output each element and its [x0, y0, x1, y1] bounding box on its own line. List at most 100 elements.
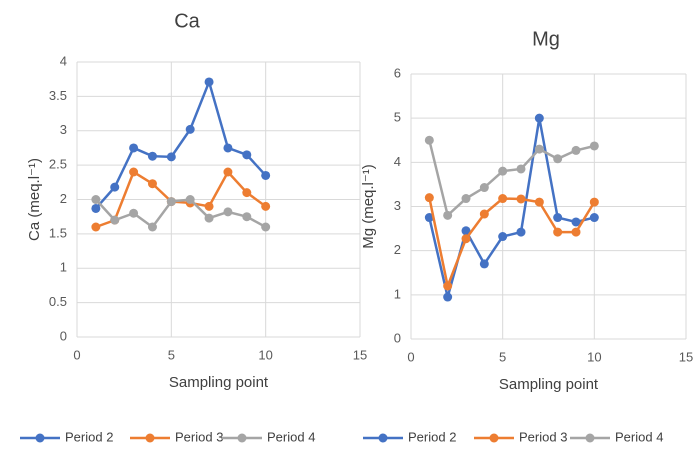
data-point: [223, 167, 233, 177]
legend-label: Period 4: [267, 429, 315, 444]
series-line: [428, 139, 595, 218]
x-tick-label: 15: [679, 349, 693, 364]
data-point: [516, 227, 526, 237]
y-tick-label: 0: [394, 330, 401, 345]
data-point: [479, 259, 489, 269]
legend-marker: [378, 433, 388, 443]
data-point: [110, 182, 120, 192]
y-tick-label: 0: [60, 328, 67, 343]
x-tick-label: 0: [73, 347, 80, 362]
data-point: [110, 215, 120, 225]
y-tick-label: 4: [394, 154, 401, 169]
data-point: [91, 222, 101, 232]
data-point: [147, 151, 157, 161]
legend-label: Period 3: [519, 429, 567, 444]
x-tick-label: 0: [407, 349, 414, 364]
data-point: [261, 222, 271, 232]
x-tick-label: 15: [353, 347, 367, 362]
data-point: [91, 203, 101, 213]
y-tick-label: 3: [60, 122, 67, 137]
series-line: [94, 198, 267, 229]
y-tick-label: 4: [60, 53, 67, 68]
x-tick-label: 5: [499, 349, 506, 364]
data-point: [479, 209, 489, 219]
legend-label: Period 3: [175, 429, 223, 444]
series-line: [94, 78, 267, 210]
data-point: [516, 164, 526, 174]
legend-label: Period 4: [615, 429, 663, 444]
data-point: [479, 183, 489, 193]
legend-label: Period 2: [408, 429, 456, 444]
data-point: [534, 197, 544, 207]
data-point: [223, 207, 233, 217]
legend-label: Period 2: [65, 429, 113, 444]
data-point: [424, 193, 434, 203]
legend-marker: [35, 433, 45, 443]
data-point: [553, 213, 563, 223]
legend-marker: [489, 433, 499, 443]
data-point: [461, 226, 471, 236]
y-tick-label: 6: [394, 65, 401, 80]
x-tick-label: 10: [258, 347, 272, 362]
data-point: [589, 141, 599, 151]
data-point: [185, 124, 195, 134]
data-point: [571, 217, 581, 227]
data-point: [534, 144, 544, 154]
data-point: [553, 227, 563, 237]
data-point: [516, 194, 526, 204]
data-point: [589, 197, 599, 207]
data-point: [204, 201, 214, 211]
data-point: [261, 170, 271, 180]
y-tick-label: 1: [394, 286, 401, 301]
data-point: [571, 145, 581, 155]
y-tick-label: 3.5: [49, 88, 67, 103]
y-axis-label: Ca (meq.l⁻¹): [26, 158, 43, 241]
chart-title: Mg: [532, 28, 560, 50]
data-point: [242, 150, 252, 160]
data-point: [185, 195, 195, 204]
y-tick-label: 0.5: [49, 294, 67, 309]
data-point: [498, 166, 508, 176]
x-tick-label: 10: [587, 349, 601, 364]
data-point: [166, 197, 176, 207]
x-axis-label: Sampling point: [499, 376, 599, 393]
data-point: [498, 232, 508, 242]
series-line: [428, 197, 596, 291]
data-point: [147, 179, 157, 189]
data-point: [461, 234, 471, 244]
data-point: [461, 194, 471, 204]
data-point: [129, 143, 139, 153]
data-point: [443, 210, 453, 220]
data-point: [424, 135, 434, 145]
data-point: [443, 281, 453, 291]
y-tick-label: 2: [394, 242, 401, 257]
data-point: [498, 194, 508, 204]
legend-marker: [145, 433, 155, 443]
y-axis-label: Mg (meq.l⁻¹): [360, 164, 377, 249]
series-line: [95, 169, 267, 229]
y-tick-label: 1.5: [49, 225, 67, 240]
legend-marker: [585, 433, 595, 443]
data-point: [223, 143, 233, 153]
legend-marker: [237, 433, 247, 443]
y-tick-label: 3: [394, 198, 401, 213]
data-point: [147, 222, 157, 232]
data-point: [571, 227, 581, 237]
data-point: [129, 208, 139, 218]
data-point: [242, 188, 252, 198]
data-point: [204, 213, 214, 223]
chart-title: Ca: [174, 10, 200, 32]
data-point: [553, 154, 563, 164]
data-point: [242, 212, 252, 222]
data-point: [91, 195, 101, 204]
data-point: [129, 167, 139, 177]
data-point: [443, 292, 453, 302]
data-point: [166, 152, 176, 162]
x-tick-label: 5: [168, 347, 175, 362]
data-point: [424, 213, 434, 223]
y-tick-label: 5: [394, 110, 401, 125]
x-axis-label: Sampling point: [169, 374, 269, 391]
data-point: [534, 113, 544, 123]
y-tick-label: 1: [60, 260, 67, 275]
